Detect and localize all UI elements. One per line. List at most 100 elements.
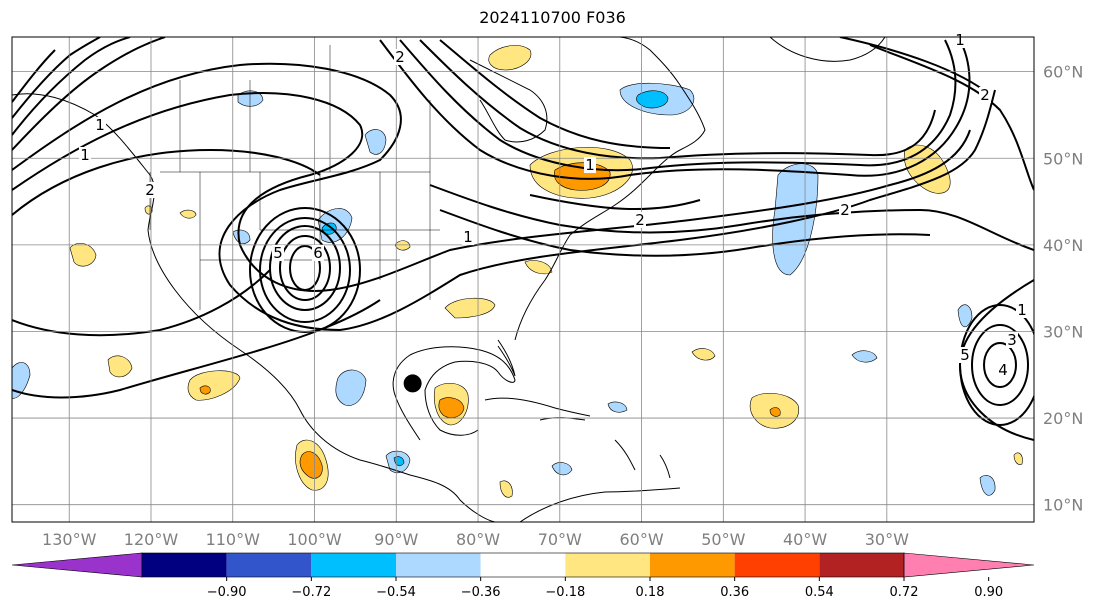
shade-patch: [12, 362, 31, 399]
contour-label: 3: [1007, 331, 1017, 349]
shade-patch: [524, 260, 553, 275]
latitude-labels: 10°N 20°N 30°N 40°N 50°N 60°N: [1043, 63, 1083, 515]
shade-patch: [636, 90, 669, 109]
contour-label-bg: [272, 245, 284, 261]
contour-label: 6: [313, 244, 323, 262]
shade-patch: [551, 462, 573, 476]
contour-label-bg: [954, 32, 966, 48]
contour-line: [529, 194, 701, 211]
longitude-label: 130°W: [42, 530, 97, 549]
contour-label: 1: [585, 156, 595, 174]
shade-patch: [979, 475, 996, 496]
contour-line: [12, 269, 271, 337]
contour-label-bg: [394, 49, 406, 65]
contour-label: 4: [998, 361, 1008, 379]
colorbar-tick-label: 0.36: [720, 585, 749, 600]
contour-ring: [289, 245, 321, 291]
latitude-label: 10°N: [1043, 496, 1083, 515]
contour-ring: [269, 225, 341, 311]
contour-label-bg: [144, 182, 156, 198]
colorbar-segment: [819, 553, 904, 577]
contour-label: 1: [955, 31, 965, 49]
longitude-label: 70°W: [538, 530, 582, 549]
shade-patch: [144, 205, 153, 215]
contour-label: 5: [273, 244, 283, 262]
contour-ring: [971, 324, 1029, 406]
coastline-sa: [519, 487, 681, 522]
latitude-label: 50°N: [1043, 149, 1083, 168]
plot-frame: [11, 36, 1035, 523]
contour-label-bg: [584, 157, 596, 173]
shade-patch: [107, 355, 133, 378]
contour-line: [12, 37, 166, 151]
colorbar-segment: [142, 553, 227, 577]
colorbar-extend-low: [11, 552, 143, 578]
shade-patch: [199, 385, 211, 395]
contour-line: [439, 39, 671, 149]
contour-label-bg: [839, 202, 851, 218]
contour-line: [839, 37, 991, 96]
shade-patch: [1013, 452, 1023, 465]
longitude-label: 120°W: [124, 530, 179, 549]
shade-patch: [488, 45, 532, 71]
contour-label-bg: [1006, 332, 1018, 348]
latitude-label: 30°N: [1043, 322, 1083, 341]
colorbar-tick-label: 0.18: [636, 585, 665, 600]
colorbar-segment: [396, 553, 481, 577]
contour-label: 1: [95, 116, 105, 134]
latitude-label: 20°N: [1043, 409, 1083, 428]
contour-label: 2: [635, 211, 645, 229]
colorbar-tick-label: −0.90: [207, 585, 247, 600]
shade-patch: [187, 370, 241, 401]
shade-patch: [851, 350, 878, 363]
shade-patch: [364, 129, 387, 155]
colorbar-frame: [141, 552, 905, 578]
shade-patch: [232, 229, 251, 244]
contour-label: 2: [980, 86, 990, 104]
colorbar-segment: [650, 553, 735, 577]
shade-patch: [499, 480, 513, 498]
longitude-label: 30°W: [865, 530, 909, 549]
shade-patch: [335, 369, 367, 406]
contour-line: [439, 209, 931, 257]
shade-patch: [299, 451, 323, 479]
longitude-label: 110°W: [206, 530, 261, 549]
colorbar-tick-label: −0.54: [376, 585, 416, 600]
longitude-label: 90°W: [374, 530, 418, 549]
contour-line: [12, 37, 131, 136]
contour-label: 1: [463, 228, 473, 246]
contour-label-bg: [94, 117, 106, 133]
shade-patch: [691, 348, 716, 361]
contour-label-bg: [959, 347, 971, 363]
contour-label: 2: [395, 48, 405, 66]
shade-patch: [769, 407, 781, 417]
longitude-label: 40°W: [783, 530, 827, 549]
longitude-label: 100°W: [287, 530, 342, 549]
longitude-label: 80°W: [456, 530, 500, 549]
coastline-hudson: [469, 59, 548, 143]
colorbar: −0.90 −0.72 −0.54 −0.36 −0.18 0.18 0.36 0.54 0.7…: [11, 552, 1035, 600]
storm-center-marker: [403, 374, 422, 393]
contour-ring: [279, 235, 331, 301]
contour-label-bg: [997, 362, 1009, 378]
contour-label: 2: [145, 181, 155, 199]
contour-line: [12, 92, 971, 292]
contour-ring: [259, 217, 351, 323]
contour-line: [399, 39, 957, 172]
contour-label-bg: [79, 147, 91, 163]
colorbar-segment: [311, 553, 396, 577]
contour-line: [12, 37, 101, 119]
shade-patch: [772, 163, 819, 276]
colorbar-segment: [734, 553, 820, 577]
colorbar-segment: [565, 553, 650, 577]
coastlines: [12, 37, 886, 522]
contour-line: [379, 39, 971, 180]
contour-label-bg: [312, 245, 324, 261]
colorbar-tick-label: 0.54: [805, 585, 834, 600]
contour-label: 5: [960, 346, 970, 364]
coastline-cuba: [484, 397, 591, 417]
colorbar-tick-label: 0.90: [974, 585, 1003, 600]
shade-patch: [237, 90, 264, 107]
